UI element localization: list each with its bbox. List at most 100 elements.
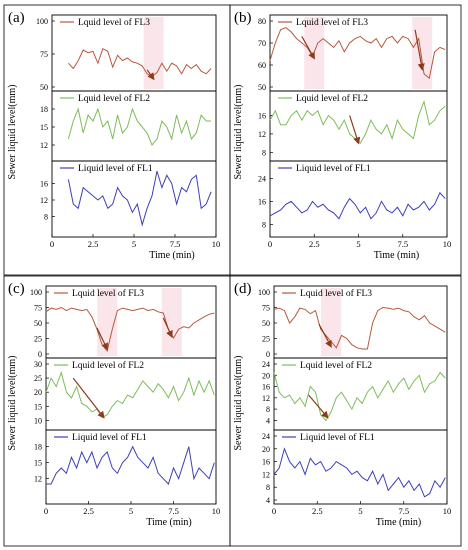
series-line-fl3: [45, 306, 215, 352]
subplot-fl1: 12 15 18 Liquid level of FL1: [34, 429, 217, 505]
y-tick-label: 50: [258, 83, 266, 92]
y-tick-label: 12: [40, 196, 48, 205]
series-line-fl2: [67, 107, 212, 146]
panel-label: (b): [234, 10, 252, 26]
x-tick-label: 7.5: [397, 239, 408, 249]
y-tick-label: 16: [258, 197, 266, 206]
y-tick-label: 15: [34, 402, 42, 411]
subplot-fl3: 50 60 70 80 Lquid level of FL3: [258, 14, 448, 92]
y-tick-label: 25: [34, 374, 42, 383]
y-tick-label: 12: [262, 394, 270, 403]
series-line-fl1: [67, 170, 212, 227]
x-axis-title: Time (min): [146, 517, 191, 528]
dip-highlight: [161, 288, 182, 356]
y-tick-label: 75: [262, 304, 270, 313]
series-line-fl3: [269, 27, 446, 80]
panel-border: [229, 4, 462, 276]
panel-border: [229, 275, 462, 547]
y-tick-label: 50: [40, 83, 48, 92]
y-tick-label: 8: [44, 213, 48, 222]
y-tick-label: 15: [40, 123, 48, 132]
x-tick-label: 5: [129, 506, 133, 516]
y-tick-label: 70: [258, 39, 266, 48]
trend-arrow: [414, 29, 425, 71]
panel-1: (b) Sewer liquid level(mm) 50 60 70 80 Lquid l…: [229, 4, 462, 276]
x-tick-label: 7.5: [398, 506, 409, 516]
x-tick-label: 2.5: [83, 506, 94, 516]
y-tick-label: 100: [36, 17, 48, 26]
y-axis-title: Sewer liquid level(mm): [7, 85, 18, 180]
legend-label: Lquid level of FL2: [296, 93, 368, 104]
x-tick-label: 5: [356, 239, 360, 249]
panel-label: (a): [8, 10, 25, 26]
y-tick-label: 0: [266, 350, 270, 359]
trend-arrow: [308, 394, 329, 419]
y-tick-label: 8: [266, 405, 270, 414]
subplot-fl2: 4 8 12 16 20 24 Lquid level of FL2: [262, 357, 448, 431]
subplot-fl3: 0 25 50 75 100 Lquid level of FL3: [258, 285, 448, 359]
x-tick-label: 5: [132, 239, 136, 249]
trend-arrow: [301, 36, 315, 60]
x-tick-label: 2.5: [309, 239, 320, 249]
y-tick-label: 4: [266, 496, 270, 505]
legend-label: Lquid level of FL2: [78, 93, 150, 104]
panel-border: [3, 4, 231, 276]
x-tick-label: 0: [44, 506, 48, 516]
dip-highlight: [321, 288, 342, 356]
x-tick-label: 2.5: [88, 239, 99, 249]
subplot-fl1: 8 12 16 Liquid level of FL1: [40, 160, 217, 238]
x-tick-label: 10: [212, 506, 221, 516]
y-tick-label: 100: [258, 288, 270, 297]
series-line-fl1: [46, 445, 215, 485]
subplot-fl3: 0 25 50 75 100 Lquid level of FL3: [30, 285, 217, 359]
dip-highlight: [412, 17, 433, 89]
subplot-fl1: 8 16 24 Liquid level of FL1: [258, 160, 448, 238]
x-tick-label: 10: [443, 239, 452, 249]
x-tick-label: 5: [358, 506, 362, 516]
y-tick-label: 75: [34, 304, 42, 313]
y-axis-title: Sewer liquid level(mm): [233, 85, 244, 180]
y-tick-label: 100: [30, 288, 42, 297]
x-tick-label: 2.5: [312, 506, 323, 516]
y-tick-label: 60: [258, 61, 266, 70]
subplot-fl2: 10 15 20 25 30 Lquid level of FL2: [34, 357, 217, 431]
subplot-fl1: 4 8 12 16 20 24 Liquid level of FL1: [262, 429, 448, 505]
trend-arrow: [349, 115, 361, 145]
series-line-fl2: [269, 99, 446, 144]
y-tick-label: 4: [266, 416, 270, 425]
y-tick-label: 24: [258, 174, 266, 183]
y-tick-label: 0: [38, 350, 42, 359]
y-tick-label: 16: [262, 458, 270, 467]
trend-arrow: [96, 327, 108, 351]
y-tick-label: 16: [40, 180, 48, 189]
y-tick-label: 20: [34, 388, 42, 397]
legend-label: Lquid level of FL3: [300, 288, 372, 299]
legend-label: Lquid level of FL2: [300, 360, 372, 371]
series-line-fl1: [273, 447, 446, 498]
y-tick-label: 12: [34, 475, 42, 484]
legend-label: Lquid level of FL3: [296, 17, 368, 28]
y-tick-label: 50: [34, 319, 42, 328]
y-tick-label: 8: [262, 220, 266, 229]
y-tick-label: 75: [40, 50, 48, 59]
y-tick-label: 16: [258, 111, 266, 120]
trend-arrow: [146, 69, 155, 81]
y-tick-label: 8: [266, 483, 270, 492]
x-axis-title: Time (min): [376, 517, 421, 528]
y-tick-label: 25: [262, 335, 270, 344]
y-tick-label: 12: [262, 470, 270, 479]
legend-label: Lquid level of FL3: [72, 288, 144, 299]
x-tick-label: 10: [443, 506, 452, 516]
panel-label: (d): [234, 281, 252, 297]
series-line-fl2: [273, 371, 446, 422]
legend-label: Liquid level of FL1: [296, 163, 371, 174]
x-tick-label: 7.5: [168, 506, 179, 516]
y-tick-label: 30: [34, 360, 42, 369]
y-tick-label: 10: [34, 416, 42, 425]
y-tick-label: 80: [258, 17, 266, 26]
subplot-fl2: 8 12 16 Lquid level of FL2: [258, 90, 448, 162]
y-axis-title: Sewer liquid level(mm): [233, 356, 244, 451]
